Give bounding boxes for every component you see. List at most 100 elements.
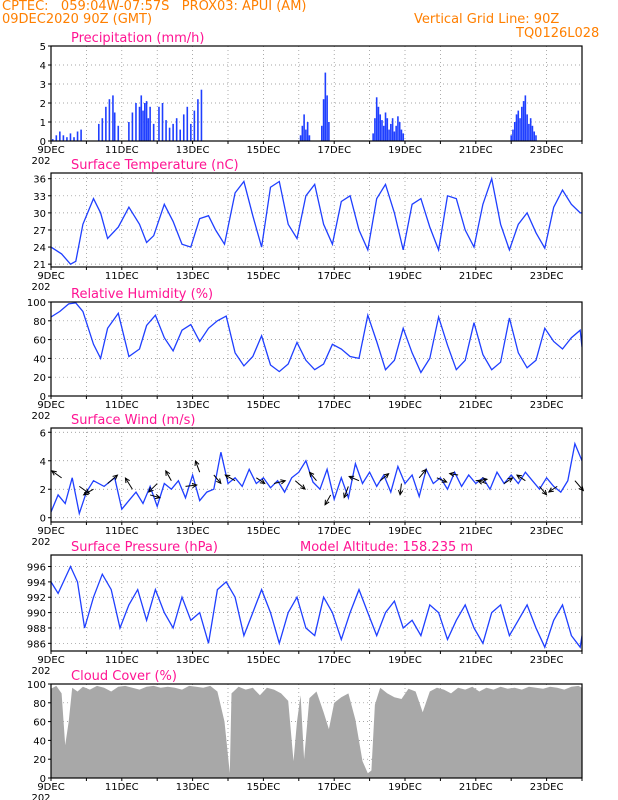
y-tick-label-temp: 30: [33, 209, 46, 220]
header-grid-note: Vertical Grid Line: 90Z: [414, 12, 560, 27]
wind-arrow-shaft: [436, 477, 447, 483]
x-tick-label-temp: 23DEC: [530, 271, 564, 282]
y-tick-label-rh: 100: [27, 298, 46, 309]
wind-arrow-head: [224, 474, 231, 480]
precip-bar: [324, 72, 327, 141]
y-tick-label-precip: 0: [40, 137, 46, 148]
precip-bar: [528, 123, 530, 141]
temp-series-line: [51, 176, 582, 266]
precip-bar: [381, 120, 383, 141]
x-tick-label-temp: 21DEC: [459, 271, 493, 282]
panel-frame-precip: [50, 45, 583, 142]
wind-arrow-shaft: [83, 488, 94, 496]
wind-arrow-head: [124, 477, 130, 484]
wind-arrow-head: [441, 477, 448, 483]
y-tick-label-pres: 994: [27, 578, 46, 589]
precip-bar: [382, 125, 385, 141]
precip-bar: [69, 133, 72, 141]
cloud-cover-area: [51, 685, 582, 778]
wind-arrow-shaft: [195, 460, 201, 473]
precip-bar: [303, 114, 305, 141]
wind-arrow-head: [165, 469, 171, 476]
y-tick-label-cloud: 20: [33, 755, 46, 766]
precip-bar: [388, 129, 390, 141]
wind-arrow-head: [82, 490, 89, 496]
wind-arrow-shaft: [379, 473, 389, 482]
y-tick-label-pres: 996: [27, 563, 46, 574]
wind-arrow-shaft: [324, 494, 332, 505]
wind-arrow-head: [216, 478, 222, 485]
x-tick-label-pres: 17DEC: [317, 655, 351, 666]
x-year-label-rh: 202: [31, 411, 50, 422]
header-date: 09DEC2020 90Z (GMT): [2, 12, 153, 27]
precip-bar: [80, 129, 82, 141]
precip-bar: [510, 135, 512, 141]
precip-bar: [149, 106, 151, 141]
wind-arrow-shaft: [418, 469, 427, 479]
precip-bar: [161, 103, 164, 141]
x-year-label-precip: 202: [31, 156, 50, 167]
precip-bar: [395, 125, 397, 141]
precip-bar: [190, 123, 192, 141]
wind-arrow-head: [84, 488, 91, 495]
precip-bar: [108, 99, 111, 141]
x-tick-label-temp: 15DEC: [247, 271, 281, 282]
precip-bar: [305, 129, 307, 141]
precip-bar: [374, 118, 376, 141]
precip-bar: [377, 106, 380, 141]
y-tick-label-precip: 1: [40, 118, 46, 129]
x-tick-label-wind: 15DEC: [247, 526, 281, 537]
precip-bar: [117, 125, 120, 141]
wind-arrow-head: [259, 478, 266, 485]
precip-bar: [97, 123, 100, 141]
wind-arrow-shaft: [309, 471, 317, 482]
x-tick-label-cloud: 9DEC: [37, 782, 64, 793]
y-tick-label-precip: 2: [40, 99, 46, 110]
wind-arrow-head: [541, 489, 548, 496]
x-tick-label-pres: 21DEC: [459, 655, 493, 666]
precip-bar: [402, 133, 405, 141]
wind-arrow-shaft: [539, 486, 547, 496]
wind-arrow-shaft: [516, 474, 526, 482]
precip-bar: [524, 95, 527, 141]
x-tick-label-wind: 23DEC: [530, 526, 564, 537]
panel-precip: [48, 45, 583, 144]
y-tick-label-cloud: 40: [33, 736, 46, 747]
wind-arrow-head: [547, 487, 554, 493]
wind-arrow-head: [280, 479, 287, 485]
wind-arrow-shaft: [399, 483, 402, 495]
precip-bar: [384, 112, 387, 141]
y-tick-label-rh: 60: [33, 336, 46, 347]
x-tick-label-precip: 9DEC: [37, 145, 64, 156]
x-tick-label-rh: 21DEC: [459, 400, 493, 411]
precip-bar: [105, 106, 107, 141]
precip-bar: [131, 112, 134, 141]
x-tick-label-precip: 15DEC: [247, 145, 281, 156]
precip-bar: [175, 118, 178, 141]
precip-bar: [165, 120, 167, 141]
panel-frame-rh: [50, 301, 583, 397]
precip-bar: [533, 131, 536, 141]
precip-bar: [158, 106, 160, 141]
x-tick-label-pres: 15DEC: [247, 655, 281, 666]
precip-bar: [145, 101, 148, 141]
x-tick-label-temp: 17DEC: [317, 271, 351, 282]
precip-bar: [197, 99, 199, 141]
precip-bar: [112, 95, 114, 141]
precip-bar: [135, 103, 137, 141]
precip-bar: [398, 122, 401, 141]
wind-arrow-shaft: [213, 474, 222, 484]
y-tick-label-rh: 20: [33, 373, 46, 384]
x-tick-label-precip: 19DEC: [388, 145, 422, 156]
y-tick-label-precip: 3: [40, 80, 46, 91]
wind-arrow-head: [324, 499, 330, 506]
wind-arrow-head: [300, 484, 306, 490]
wind-arrow-shaft: [503, 477, 513, 484]
precip-bar: [193, 110, 196, 141]
wind-arrow-head: [421, 468, 427, 475]
x-tick-label-pres: 23DEC: [530, 655, 564, 666]
precip-bar: [328, 122, 330, 141]
wind-arrow-shaft: [348, 476, 360, 482]
wind-arrow-shaft: [294, 480, 306, 490]
